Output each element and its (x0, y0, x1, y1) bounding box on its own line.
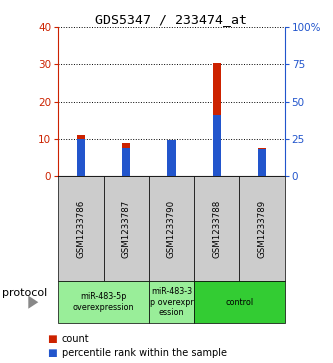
Text: count: count (62, 334, 89, 344)
Text: miR-483-5p
overexpression: miR-483-5p overexpression (73, 293, 134, 312)
Bar (213, 62, 221, 176)
Text: percentile rank within the sample: percentile rank within the sample (62, 348, 226, 358)
Text: miR-483-3
p overexpr
ession: miR-483-3 p overexpr ession (150, 287, 193, 317)
Text: GSM1233790: GSM1233790 (167, 200, 176, 258)
Text: GSM1233786: GSM1233786 (76, 200, 86, 258)
Text: GSM1233787: GSM1233787 (122, 200, 131, 258)
Text: ■: ■ (47, 334, 56, 344)
Bar (122, 148, 130, 176)
Text: protocol: protocol (2, 288, 47, 298)
Bar (77, 135, 85, 176)
Bar (258, 148, 266, 176)
Title: GDS5347 / 233474_at: GDS5347 / 233474_at (96, 13, 247, 26)
Text: ■: ■ (47, 348, 56, 358)
Bar (167, 140, 175, 176)
Text: control: control (225, 298, 253, 307)
Text: GSM1233788: GSM1233788 (212, 200, 221, 258)
Bar (122, 143, 130, 176)
Bar (213, 115, 221, 176)
Bar (167, 141, 175, 176)
Text: GSM1233789: GSM1233789 (257, 200, 267, 258)
Bar (258, 149, 266, 176)
Bar (77, 139, 85, 176)
